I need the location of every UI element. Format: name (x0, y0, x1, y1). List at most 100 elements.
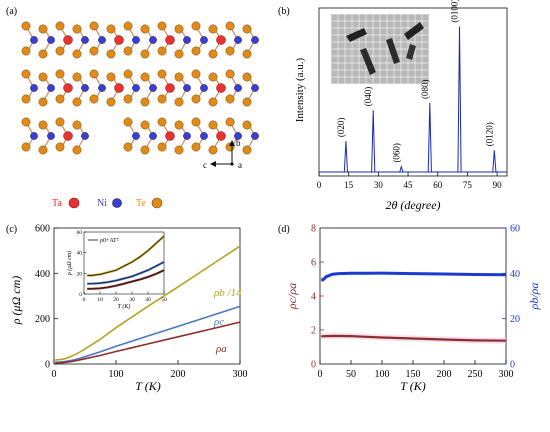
te-atom (72, 145, 82, 155)
te-atom (38, 120, 48, 130)
inset-x-label: T (K) (118, 303, 131, 310)
anisotropy-lines (320, 271, 507, 344)
te-atom (106, 49, 116, 59)
axis-a-label: a (238, 160, 242, 170)
ni-atom (251, 36, 259, 44)
ni-atom (30, 132, 38, 140)
te-atom (38, 97, 48, 107)
resistivity-x-label: T (K) (135, 379, 160, 393)
legend-ni-label: Ni (97, 198, 107, 209)
anisotropy-right-tick-label: 60 (510, 224, 520, 235)
ni-atom (234, 84, 242, 92)
anisotropy-left-tick-label: 8 (311, 224, 316, 235)
te-atom (174, 97, 184, 107)
ni-atom (183, 36, 191, 44)
xrd-x-tick-label: 30 (374, 180, 384, 190)
te-atom (157, 117, 167, 127)
te-atom (123, 69, 133, 79)
te-atom (89, 69, 99, 79)
te-atom (208, 120, 218, 130)
inset-lines (87, 235, 165, 290)
inset-fit-line (87, 269, 165, 290)
resistivity-y-tick-label: 400 (35, 269, 50, 280)
te-atom (21, 117, 31, 127)
te-atom (140, 49, 150, 59)
inset-y-tick-label: 20 (77, 271, 83, 277)
ni-atom (98, 36, 106, 44)
ni-atom (30, 36, 38, 44)
resistivity-x-tick-label: 300 (233, 369, 248, 380)
rho-c-over-a-line (321, 334, 507, 342)
xrd-peak-label: (060) (391, 143, 401, 163)
xrd-peak-label: (020) (336, 118, 346, 138)
te-atom (21, 21, 31, 31)
axis-a-dot (230, 162, 234, 166)
photo-crystal-3 (386, 38, 400, 64)
te-atom (242, 72, 252, 82)
ni-atom (200, 132, 208, 140)
resistivity-y-tick-label: 200 (35, 314, 50, 325)
te-atom (242, 120, 252, 130)
legend-ni-ball (112, 198, 122, 208)
panel-a-label: (a) (6, 6, 17, 17)
te-atom (21, 142, 31, 152)
te-atom (242, 24, 252, 34)
te-atom (242, 145, 252, 155)
inset-y-tick-label: 60 (77, 230, 83, 236)
te-atom (174, 24, 184, 34)
legend-ta-label: Ta (52, 198, 62, 209)
rho-a-label: ρa (215, 343, 227, 355)
xrd-peak (399, 164, 404, 173)
te-atom (225, 117, 235, 127)
ni-atom (200, 36, 208, 44)
resistivity-x-tick-label: 100 (109, 369, 124, 380)
inset-x-tick-label: 30 (129, 297, 135, 303)
te-atom (55, 69, 65, 79)
ta-atom (165, 35, 175, 45)
legend-ta-ball (68, 197, 80, 209)
xrd-peaks: (020) (040) (060) (080) (0100) (0120) (319, 0, 507, 173)
te-atom (123, 142, 133, 152)
photo-crystal-2 (360, 48, 376, 75)
xrd-peak-label: (040) (363, 87, 373, 107)
te-atom (191, 142, 201, 152)
inset-x-tick-label: 20 (113, 297, 119, 303)
inset-fit-line (87, 235, 165, 276)
te-atom (72, 97, 82, 107)
panel-d-label: (d) (278, 224, 290, 235)
anisotropy-left-tick-label: 4 (311, 292, 316, 303)
te-atom (38, 24, 48, 34)
ni-atom (81, 36, 89, 44)
te-atom (208, 72, 218, 82)
te-atom (208, 97, 218, 107)
te-atom (225, 94, 235, 104)
resistivity-inset: 0 10 20 30 40 50 0 20 40 60 ρ0+AT² ρ (μΩ cm) T (K… (66, 230, 167, 310)
ta-atom (114, 83, 124, 93)
ni-atom (183, 84, 191, 92)
ni-atom (47, 132, 55, 140)
xrd-x-axis: 0 15 30 45 60 75 90 (317, 172, 502, 190)
te-atom (140, 145, 150, 155)
ta-atom (63, 83, 73, 93)
te-atom (72, 120, 82, 130)
te-atom (140, 97, 150, 107)
axis-c-label: c (203, 160, 207, 170)
ni-atom (30, 84, 38, 92)
ni-atom (234, 36, 242, 44)
te-atom (191, 46, 201, 56)
inset-y-label: ρ (μΩ cm) (66, 251, 73, 276)
xrd-peak-label: (0100) (450, 0, 460, 23)
panel-c-label: (c) (6, 224, 17, 235)
te-atom (157, 21, 167, 31)
xrd-x-label: 2θ (degree) (385, 198, 440, 212)
te-atom (89, 21, 99, 31)
ni-atom (81, 132, 89, 140)
te-atom (140, 24, 150, 34)
xrd-peak (371, 110, 376, 173)
xrd-y-label: Intensity (a.u.) (294, 57, 306, 122)
te-atom (38, 49, 48, 59)
photo-crystal-4 (404, 22, 424, 40)
xrd-peak (343, 141, 349, 173)
anisotropy-right-tick-label: 40 (510, 269, 520, 280)
